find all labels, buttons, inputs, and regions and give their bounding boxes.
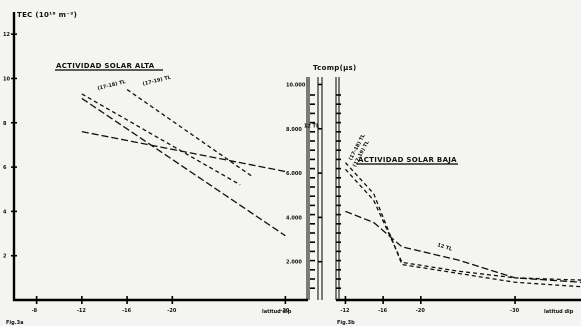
- right-x-tick-label: -12: [340, 308, 350, 314]
- left-x-tick-label: -16: [122, 308, 132, 314]
- right-series-line: [344, 168, 581, 281]
- left-axes: [12, 12, 308, 302]
- left-y-tick-label: 6: [3, 165, 7, 171]
- left-y-tick-label: 12: [3, 32, 10, 38]
- center-scale-title: Tcomp(μs): [313, 64, 357, 72]
- left-y-tick-label: 10: [3, 76, 10, 82]
- left-figure-label: Fig.3a: [6, 320, 23, 326]
- right-series-line: [345, 210, 581, 283]
- left-xlabel: latitud dip: [262, 309, 292, 315]
- left-x-tick-label: -20: [167, 308, 177, 314]
- right-series-line: [344, 162, 581, 288]
- center-scale-tick-label: 10.000: [286, 82, 306, 88]
- left-series-line: [126, 89, 252, 177]
- center-scale-frame: [306, 77, 340, 300]
- center-scale-tick-label: 2.000: [286, 260, 302, 266]
- left-y-tick-label: 4: [3, 209, 7, 215]
- left-series-label: 12 TL: [304, 124, 320, 130]
- left-series-line: [81, 93, 241, 186]
- center-scale-tick-label: 4.000: [286, 215, 302, 221]
- right-series-label: 12 TL: [436, 242, 453, 253]
- chart-marks: -8 -12 -16 -20 -30 2 4 6 8 10 12 (17-18) TL (17-19) …: [3, 32, 581, 314]
- right-x-tick-label: -30: [510, 308, 520, 314]
- left-series-line: [81, 130, 286, 173]
- left-panel-title: ACTIVIDAD SOLAR ALTA: [56, 62, 155, 70]
- left-ylabel: TEC (10¹⁶ m⁻²): [17, 11, 77, 19]
- right-figure-label: Fig.3b: [337, 320, 355, 326]
- left-x-tick-label: -12: [77, 308, 87, 314]
- right-x-tick-label: -20: [416, 308, 426, 314]
- right-panel-title: ACTIVIDAD SOLAR BAJA: [358, 156, 457, 164]
- right-x-tick-label: -16: [378, 308, 388, 314]
- center-scale-tick-label: 8.000: [286, 127, 302, 133]
- left-series-line: [81, 97, 286, 237]
- left-x-tick-label: -8: [32, 308, 38, 314]
- center-scale-tick-label: 6.000: [286, 171, 302, 177]
- left-y-tick-label: 2: [3, 254, 7, 260]
- left-y-tick-label: 8: [3, 121, 7, 127]
- left-x-tick-label: -30: [280, 308, 290, 314]
- left-series-label: (17-18) TL: [97, 79, 127, 92]
- right-xlabel: latitud dip: [544, 309, 574, 315]
- left-series-label: (17-19) TL: [142, 74, 172, 87]
